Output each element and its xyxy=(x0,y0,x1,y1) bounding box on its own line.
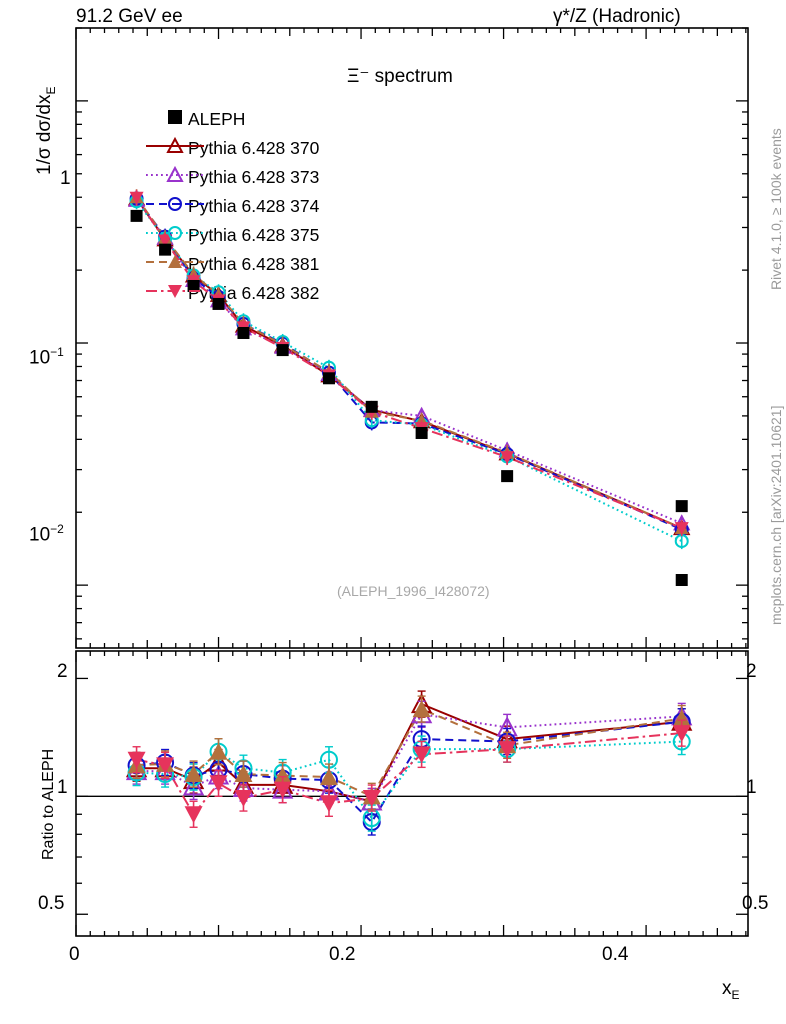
marker-circle xyxy=(168,226,182,240)
header-right: γ*/Z (Hadronic) xyxy=(553,6,681,27)
marker-triangle-down-filled xyxy=(498,741,517,759)
marker-triangle-down-filled xyxy=(500,451,515,465)
marker-square xyxy=(501,470,514,483)
xaxis-label-sub: E xyxy=(731,987,740,1002)
series-line-2 xyxy=(135,199,683,525)
marker-triangle-down-filled xyxy=(156,757,175,775)
marker-square xyxy=(675,500,688,513)
legend-label-4: Pythia 6.428 375 xyxy=(188,225,320,245)
marker-triangle-up xyxy=(166,136,184,153)
marker-square xyxy=(168,110,182,124)
xtick-0: 0 xyxy=(69,944,80,965)
ytick-ratio-1: 1 xyxy=(57,777,68,798)
marker-square xyxy=(130,209,143,222)
marker-triangle-up-filled xyxy=(273,766,292,784)
marker-square xyxy=(365,400,378,413)
header-left: 91.2 GeV ee xyxy=(76,6,183,27)
marker-triangle-up-filled xyxy=(168,255,182,268)
marker-triangle-up-filled xyxy=(672,709,691,727)
legend-label-0: ALEPH xyxy=(188,109,246,129)
ytick-ratio-right-1: 1 xyxy=(746,777,757,798)
legend-label-5: Pythia 6.428 381 xyxy=(188,254,320,274)
marker-triangle-down-filled xyxy=(129,191,144,205)
series-line-3 xyxy=(135,197,683,531)
xaxis-label: xE xyxy=(722,978,740,1002)
marker-triangle-up-filled xyxy=(234,765,253,783)
marker-triangle-down-filled xyxy=(362,790,381,808)
series-line-4 xyxy=(135,200,683,543)
xtick-04: 0.4 xyxy=(602,944,629,965)
xaxis-label-text: x xyxy=(722,978,732,999)
legend-label-1: Pythia 6.428 370 xyxy=(188,138,320,158)
page-title-text: Ξ⁻ spectrum xyxy=(347,66,453,87)
page-title: Ξ⁻ spectrum xyxy=(347,65,453,88)
series-line-1 xyxy=(135,197,683,530)
marker-square xyxy=(159,243,172,256)
marker-triangle-down-filled xyxy=(127,751,146,769)
marker-triangle-down-filled xyxy=(273,781,292,799)
marker-triangle-up xyxy=(166,165,184,182)
marker-square xyxy=(237,326,250,339)
ytick-main-1: 1 xyxy=(60,168,71,189)
main-panel-frame xyxy=(75,27,749,649)
series-line-5 xyxy=(135,196,683,530)
marker-triangle-down-filled xyxy=(319,795,338,813)
marker-square xyxy=(675,574,688,587)
marker-triangle-down-filled xyxy=(234,790,253,808)
marker-square xyxy=(276,344,289,357)
marker-circle xyxy=(168,197,182,211)
legend-label-3: Pythia 6.428 374 xyxy=(188,196,320,216)
legend-label-2: Pythia 6.428 373 xyxy=(188,167,320,187)
marker-triangle-up xyxy=(182,775,205,796)
series-line-6 xyxy=(135,197,683,530)
marker-triangle-up-filled xyxy=(412,700,431,718)
ytick-ratio-right-2: 2 xyxy=(746,661,757,682)
marker-triangle-down-filled xyxy=(209,775,228,793)
ytick-ratio-2: 2 xyxy=(57,661,68,682)
xtick-02: 0.2 xyxy=(329,944,356,965)
marker-triangle-down-filled xyxy=(158,234,173,248)
marker-triangle-down-filled xyxy=(184,806,203,824)
ytick-main-1e-2: 10−2 xyxy=(29,522,64,546)
marker-square xyxy=(415,426,428,439)
marker-square xyxy=(322,372,335,385)
ratio-line-4 xyxy=(136,740,682,820)
marker-triangle-up-filled xyxy=(209,742,228,760)
marker-triangle-down-filled xyxy=(168,285,182,298)
marker-square xyxy=(212,297,225,310)
ratio-panel-frame xyxy=(75,650,749,937)
marker-triangle-down-filled xyxy=(672,725,691,743)
ytick-ratio-05: 0.5 xyxy=(38,893,65,914)
marker-triangle-down-filled xyxy=(412,746,431,764)
marker-square xyxy=(187,279,200,292)
watermark: (ALEPH_1996_I428072) xyxy=(337,583,490,599)
ytick-main-1e-1: 10−1 xyxy=(29,345,64,369)
marker-triangle-up-filled xyxy=(184,765,203,783)
marker-triangle-down-filled xyxy=(674,522,689,536)
marker-triangle-up-filled xyxy=(319,768,338,786)
